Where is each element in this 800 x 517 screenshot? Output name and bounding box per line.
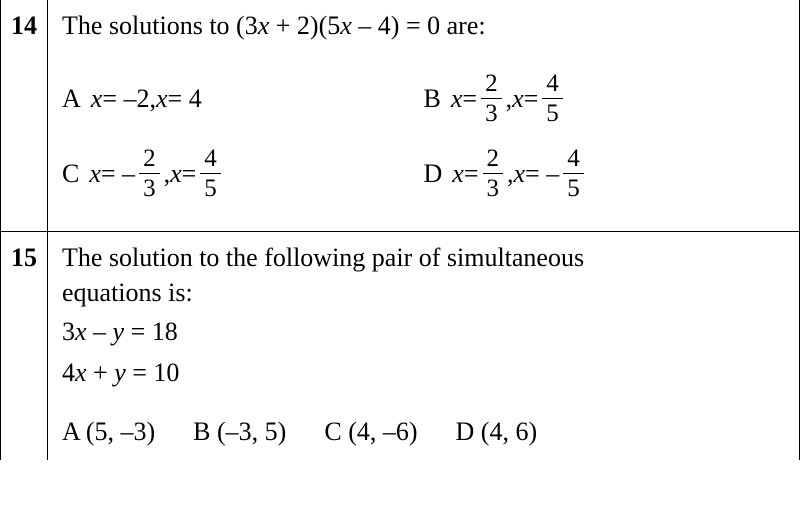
q14-stem: The solutions to (3x + 2)(5x – 4) = 0 ar… bbox=[62, 8, 785, 43]
q14-option-b[interactable]: B x = 23 , x = 45 bbox=[424, 71, 786, 126]
q15-option-a[interactable]: A (5, –3) bbox=[62, 414, 155, 449]
q15-stem-line1: The solution to the following pair of si… bbox=[62, 240, 785, 275]
q15-number: 15 bbox=[1, 232, 48, 460]
q15-option-b[interactable]: B (–3, 5) bbox=[193, 414, 286, 449]
q15-eq2: 4x + y = 10 bbox=[62, 355, 785, 390]
q14-option-d[interactable]: D x = 23 , x = – 45 bbox=[424, 146, 786, 201]
q14-number: 14 bbox=[1, 0, 48, 232]
q14-cell: The solutions to (3x + 2)(5x – 4) = 0 ar… bbox=[48, 0, 800, 232]
q15-stem-line2: equations is: bbox=[62, 275, 785, 310]
q15-option-c[interactable]: C (4, –6) bbox=[324, 414, 417, 449]
q15-eq1: 3x – y = 18 bbox=[62, 314, 785, 349]
q15-option-d[interactable]: D (4, 6) bbox=[456, 414, 538, 449]
q14-option-a[interactable]: A x = –2, x = 4 bbox=[62, 71, 424, 126]
q15-cell: The solution to the following pair of si… bbox=[48, 232, 800, 460]
q14-option-c[interactable]: C x = – 23 , x = 45 bbox=[62, 146, 424, 201]
